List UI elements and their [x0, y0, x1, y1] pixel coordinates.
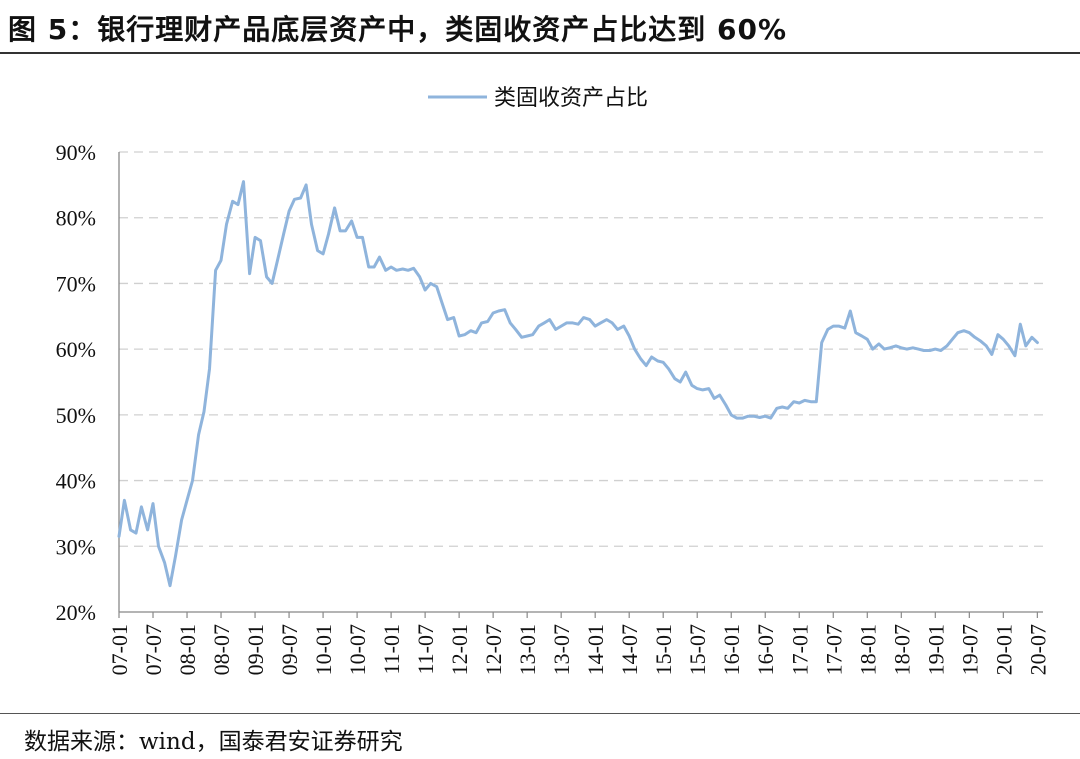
x-tick-label: 11-01 — [379, 624, 404, 675]
x-tick-label: 19-01 — [923, 624, 948, 675]
x-tick-label: 16-01 — [719, 624, 744, 675]
x-tick-label: 11-07 — [413, 624, 438, 675]
y-tick-label: 20% — [56, 600, 96, 625]
x-tick-label: 18-01 — [855, 624, 880, 675]
legend-label: 类固收资产占比 — [494, 86, 648, 111]
x-tick-label: 07-07 — [141, 624, 166, 675]
series-lines — [117, 180, 1039, 588]
x-tick-label: 17-01 — [787, 624, 812, 675]
x-tick-label: 13-01 — [515, 624, 540, 675]
y-tick-label: 50% — [56, 403, 96, 428]
y-axis-tick-labels: 20% 30% 40% 50% 60% 70% 80% 90% — [56, 140, 96, 625]
y-tick-label: 60% — [56, 337, 96, 362]
series-line — [117, 180, 1039, 588]
x-tick-label: 15-01 — [651, 624, 676, 675]
x-tick-label: 16-07 — [753, 624, 778, 675]
axes — [118, 152, 1043, 618]
legend: 类固收资产占比 — [428, 86, 648, 111]
x-tick-label: 17-07 — [821, 624, 846, 675]
y-tick-label: 90% — [56, 140, 96, 165]
source-note: 数据来源：wind，国泰君安证券研究 — [24, 729, 403, 755]
x-tick-label: 15-07 — [685, 624, 710, 675]
y-tick-label: 40% — [56, 469, 96, 494]
x-tick-label: 10-07 — [345, 624, 370, 675]
y-tick-label: 80% — [56, 206, 96, 231]
title-divider — [0, 52, 1080, 54]
y-tick-label: 30% — [56, 534, 96, 559]
line-chart: 20% 30% 40% 50% 60% 70% 80% 90% 07-01 07-07 08-01… — [56, 86, 1051, 675]
x-tick-label: 12-07 — [481, 624, 506, 675]
x-tick-label: 14-07 — [617, 624, 642, 675]
x-tick-label: 08-07 — [209, 624, 234, 675]
y-tick-label: 70% — [56, 271, 96, 296]
x-tick-label: 09-07 — [277, 624, 302, 675]
x-tick-label: 10-01 — [311, 624, 336, 675]
x-tick-label: 07-01 — [107, 624, 132, 675]
x-tick-label: 14-01 — [583, 624, 608, 675]
x-tick-label: 13-07 — [549, 624, 574, 675]
x-axis-tick-labels: 07-01 07-07 08-01 08-07 09-01 09-07 10-01 10-07… — [107, 624, 1050, 675]
source-divider — [0, 713, 1080, 714]
x-tick-label: 12-01 — [447, 624, 472, 675]
x-tick-label: 08-01 — [175, 624, 200, 675]
x-tick-label: 19-07 — [957, 624, 982, 675]
x-tick-label: 18-07 — [889, 624, 914, 675]
x-tick-label: 20-07 — [1025, 624, 1050, 675]
x-tick-label: 20-01 — [991, 624, 1016, 675]
figure-title: 图 5：银行理财产品底层资产中，类固收资产占比达到 60% — [8, 13, 788, 46]
x-tick-label: 09-01 — [243, 624, 268, 675]
